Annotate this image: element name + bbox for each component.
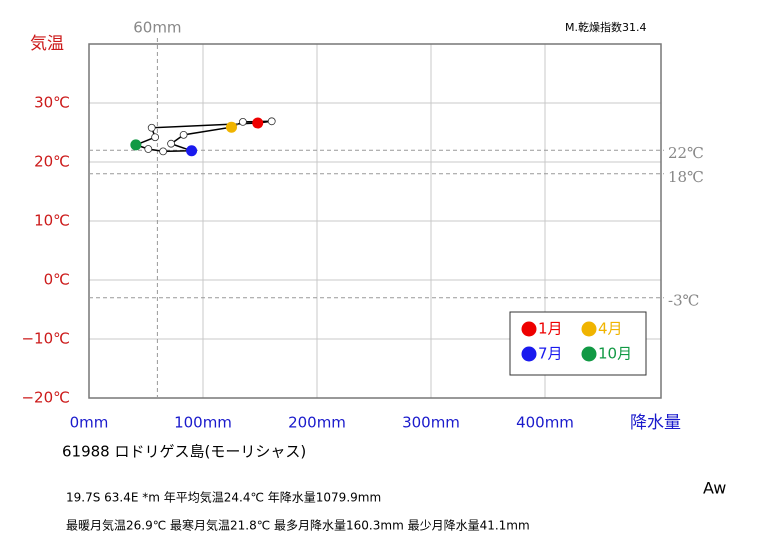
month-point	[179, 130, 188, 139]
month-point	[267, 117, 276, 126]
plot-frame	[88, 43, 662, 399]
month-point	[226, 121, 237, 133]
month-point	[147, 123, 156, 132]
y-tick-label: −20℃	[21, 389, 70, 407]
legend-label: 7月	[538, 345, 563, 363]
month-point	[130, 139, 142, 151]
month-point	[252, 117, 264, 129]
reference-label: 18℃	[668, 168, 704, 186]
station: 61988 ロドリゲス島(モーリシャス)	[62, 443, 306, 461]
legend-box	[509, 311, 647, 376]
x-tick-label: 100mm	[174, 414, 232, 432]
info: 19.7S 63.4E *m 年平均気温24.4℃ 年降水量1079.9mm	[66, 490, 381, 505]
dryness-index: M.乾燥指数31.4	[565, 20, 646, 34]
x-tick-label: 200mm	[288, 414, 346, 432]
x-axis-title: 降水量	[630, 413, 681, 433]
legend-marker	[581, 321, 597, 337]
month-point	[167, 139, 175, 148]
info: 最暖月気温26.9℃ 最寒月気温21.8℃ 最多月降水量160.3mm 最少月降…	[66, 518, 530, 533]
month-point	[159, 147, 168, 156]
y-tick-label: 20℃	[34, 153, 70, 171]
reference-label: 60mm	[133, 19, 181, 37]
reference-label: -3℃	[668, 292, 699, 310]
legend-label: 10月	[598, 345, 632, 363]
x-tick-label: 0mm	[70, 414, 109, 432]
y-tick-label: 0℃	[44, 271, 70, 289]
legend-label: 1月	[538, 320, 563, 338]
month-point	[151, 133, 160, 142]
legend-marker	[521, 321, 537, 337]
y-tick-label: 30℃	[34, 94, 70, 112]
month-point	[238, 117, 247, 126]
x-tick-label: 300mm	[402, 414, 460, 432]
y-tick-label: 10℃	[34, 212, 70, 230]
y-tick-label: −10℃	[21, 330, 70, 348]
month-point	[186, 145, 198, 157]
legend-marker	[581, 346, 597, 362]
reference-label: 22℃	[668, 144, 704, 162]
climate-class: Aw	[703, 479, 726, 498]
x-tick-label: 400mm	[516, 414, 574, 432]
legend-marker	[521, 346, 537, 362]
legend-label: 4月	[598, 320, 623, 338]
month-point	[144, 145, 153, 153]
y-axis-title: 気温	[30, 34, 64, 54]
